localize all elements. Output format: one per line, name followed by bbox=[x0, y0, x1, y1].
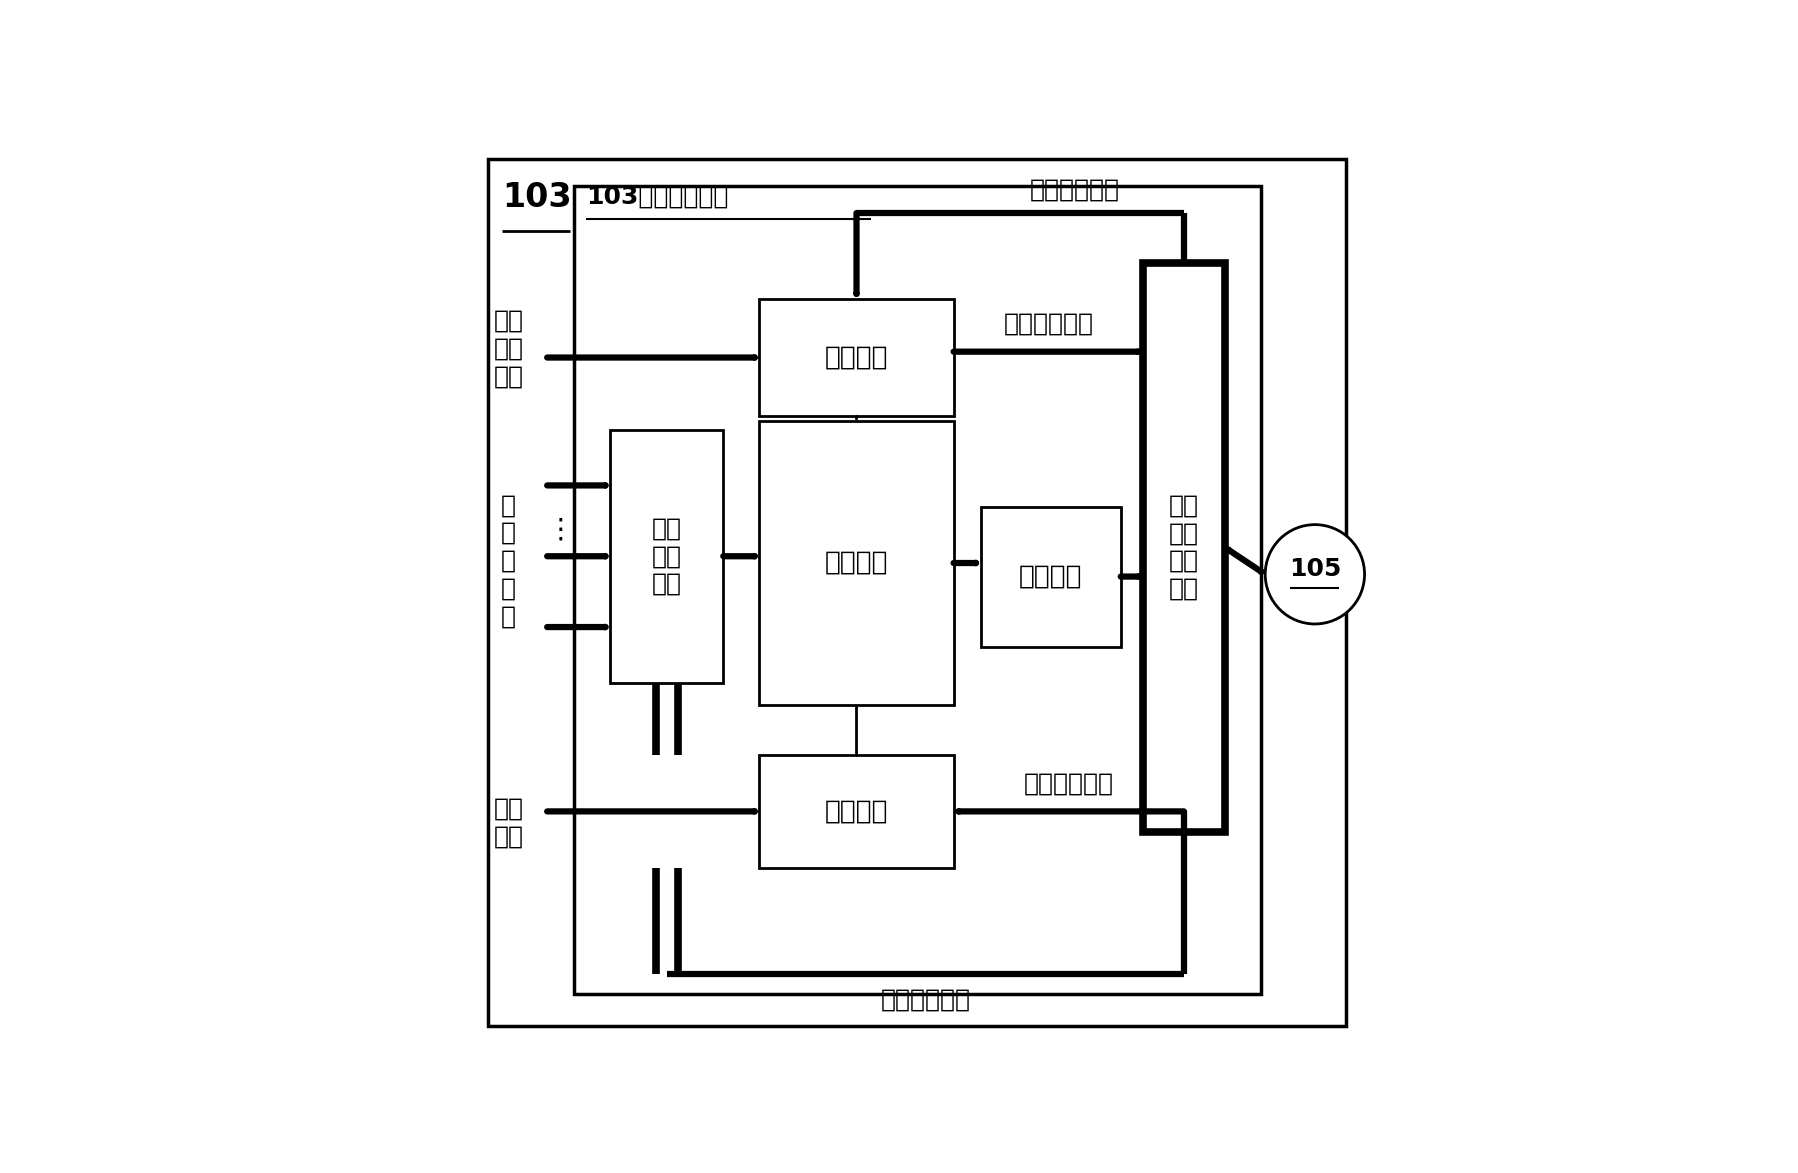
Bar bbox=[980, 507, 1120, 646]
Text: 采样电路: 采样电路 bbox=[823, 550, 888, 576]
Bar bbox=[759, 421, 953, 705]
Bar bbox=[759, 755, 953, 868]
Text: 105: 105 bbox=[1287, 557, 1340, 581]
Text: 触发配置信号: 触发配置信号 bbox=[1028, 177, 1118, 202]
Bar bbox=[610, 429, 723, 683]
Text: 103内嵌检测模块: 103内嵌检测模块 bbox=[586, 184, 728, 209]
Circle shape bbox=[1264, 524, 1365, 624]
Text: 时钟配置信号: 时钟配置信号 bbox=[1023, 771, 1113, 795]
Text: 触发电路: 触发电路 bbox=[823, 345, 888, 371]
Text: ⋮: ⋮ bbox=[547, 516, 574, 544]
Bar bbox=[1144, 263, 1224, 832]
Text: 检测信号选择: 检测信号选择 bbox=[879, 988, 969, 1012]
Text: 时钟模块: 时钟模块 bbox=[823, 799, 888, 825]
Bar bbox=[759, 299, 953, 416]
Text: 故障
定位
接口
电路: 故障 定位 接口 电路 bbox=[1169, 494, 1197, 601]
Text: 103: 103 bbox=[502, 182, 572, 215]
Text: 信号
选择
矩阵: 信号 选择 矩阵 bbox=[651, 516, 681, 596]
Text: 内部
触发
信号: 内部 触发 信号 bbox=[493, 308, 523, 388]
Bar bbox=[574, 185, 1260, 995]
Text: 内部
时钟: 内部 时钟 bbox=[493, 796, 523, 848]
Text: 待
检
测
信
号: 待 检 测 信 号 bbox=[500, 493, 516, 629]
Text: 数据缓冲: 数据缓冲 bbox=[1018, 563, 1082, 590]
Text: 外部触发信号: 外部触发信号 bbox=[1003, 311, 1093, 335]
